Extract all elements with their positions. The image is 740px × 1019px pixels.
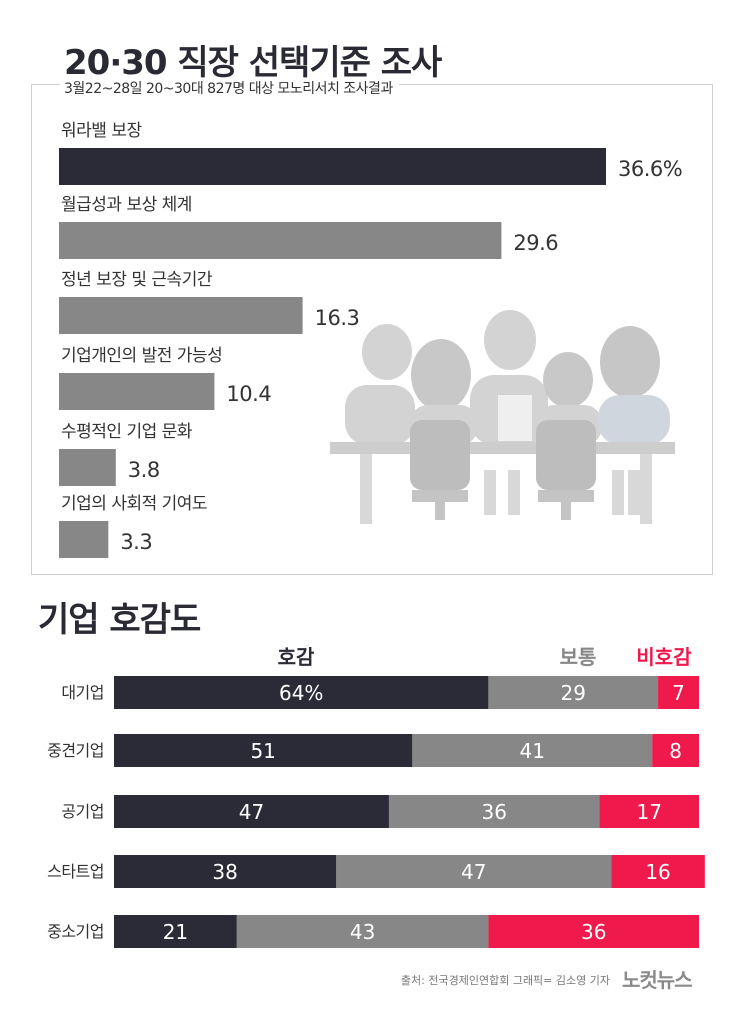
- criteria-bar: [59, 449, 116, 486]
- stack-segment: [388, 795, 600, 828]
- legend-unfavorable: 비호감: [636, 645, 692, 669]
- criteria-bar: [59, 297, 303, 334]
- stack-segment: [488, 915, 699, 948]
- stack-segment: [652, 734, 699, 767]
- criteria-bar-chart: 워라밸 보장 36.6% 월급성과 보상 체계 29.6 정년 보장 및 근속기간 16.…: [59, 121, 683, 558]
- value-label: 3.3: [120, 530, 152, 554]
- stack-segment: [114, 855, 337, 888]
- source-credit: 출처: 전국경제인연합회 그래픽= 김소영 기자: [400, 974, 610, 987]
- criteria-bar: [59, 521, 109, 558]
- stack-segment: [114, 915, 237, 948]
- value-label: 29.6: [513, 231, 558, 255]
- stack-segment: [599, 795, 699, 828]
- category-label: 워라밸 보장: [61, 121, 142, 141]
- segment-value: 36: [482, 800, 507, 824]
- category-label: 월급성과 보상 체계: [61, 195, 192, 215]
- company-type-label: 중소기업: [47, 922, 104, 941]
- segment-value: 38: [212, 860, 237, 884]
- stack-segment: [336, 855, 612, 888]
- segment-value: 47: [461, 860, 486, 884]
- segment-value: 64%: [279, 681, 323, 705]
- value-label: 3.8: [128, 458, 160, 482]
- category-label: 기업개인의 발전 가능성: [61, 346, 222, 366]
- company-type-label: 중견기업: [47, 741, 104, 760]
- segment-value: 29: [560, 681, 585, 705]
- stack-segment: [412, 734, 653, 767]
- company-type-label: 스타트업: [47, 862, 104, 881]
- stack-segment: [611, 855, 705, 888]
- stack-segment: [114, 734, 413, 767]
- category-label: 수평적인 기업 문화: [61, 422, 193, 442]
- stack-segment: [114, 795, 389, 828]
- legend-favorable: 호감: [278, 645, 315, 669]
- category-label: 정년 보장 및 근속기간: [61, 270, 213, 290]
- segment-value: 8: [669, 739, 682, 763]
- segment-value: 16: [645, 860, 670, 884]
- category-label: 기업의 사회적 기여도: [61, 494, 207, 514]
- segment-value: 51: [250, 739, 275, 763]
- survey-subtitle: 3월22~28일 20~30대 827명 대상 모노리서치 조사결과: [60, 80, 399, 98]
- stack-segment: [236, 915, 489, 948]
- company-type-label: 대기업: [61, 683, 104, 702]
- stack-segment: [488, 676, 659, 709]
- segment-value: 47: [239, 800, 264, 824]
- favorability-title: 기업 호감도: [38, 600, 201, 640]
- segment-value: 43: [350, 920, 375, 944]
- stack-segment: [658, 676, 699, 709]
- criteria-bar: [59, 222, 502, 259]
- segment-value: 36: [581, 920, 606, 944]
- value-label: 36.6%: [618, 157, 682, 181]
- value-label: 10.4: [226, 382, 271, 406]
- value-label: 16.3: [315, 306, 360, 330]
- nocut-news-logo: 노컷뉴스: [622, 968, 693, 992]
- segment-value: 41: [520, 739, 545, 763]
- segment-value: 7: [672, 681, 685, 705]
- company-type-label: 공기업: [61, 802, 104, 821]
- segment-value: 21: [163, 920, 188, 944]
- survey-title: 20·30 직장 선택기준 조사: [56, 44, 450, 82]
- stack-segment: [114, 676, 489, 709]
- segment-value: 17: [637, 800, 662, 824]
- legend-neutral: 보통: [560, 645, 597, 669]
- criteria-bar: [59, 373, 215, 410]
- criteria-bar: [59, 148, 606, 185]
